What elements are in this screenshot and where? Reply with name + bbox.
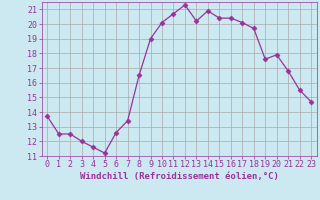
X-axis label: Windchill (Refroidissement éolien,°C): Windchill (Refroidissement éolien,°C) <box>80 172 279 181</box>
